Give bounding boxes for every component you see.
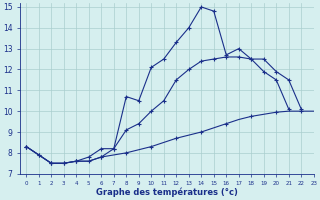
X-axis label: Graphe des températures (°c): Graphe des températures (°c) xyxy=(96,188,238,197)
